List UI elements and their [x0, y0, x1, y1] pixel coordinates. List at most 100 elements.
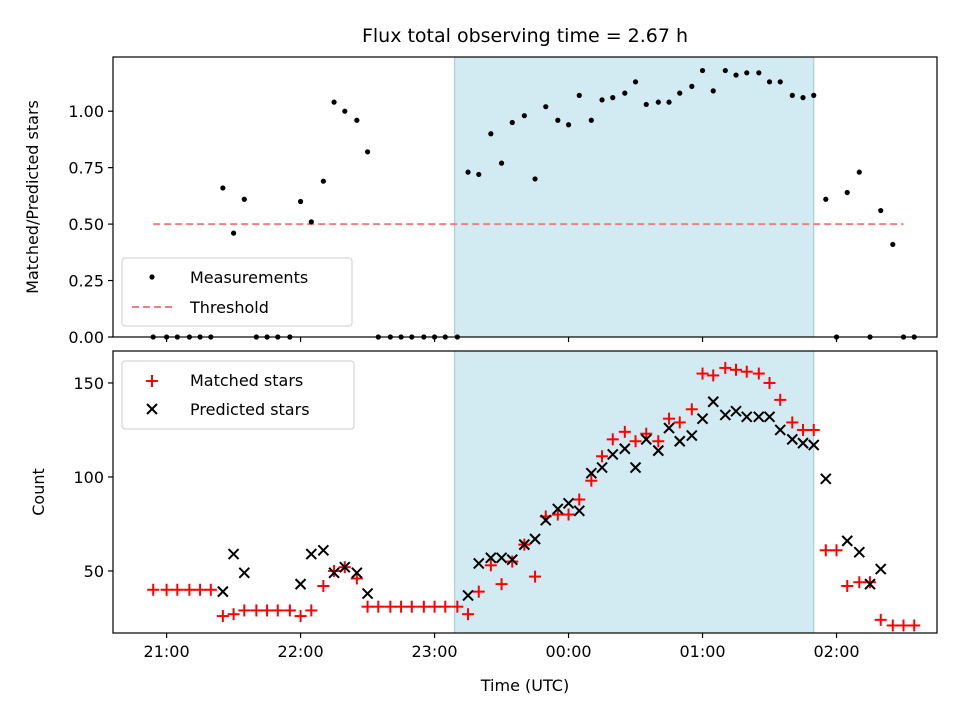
data-point — [361, 587, 374, 600]
data-point — [297, 198, 304, 205]
data-point — [204, 583, 217, 596]
data-point — [462, 589, 474, 602]
data-point — [465, 169, 471, 175]
data-point — [238, 604, 251, 617]
data-point — [473, 557, 485, 570]
data-point — [756, 70, 762, 76]
data-point — [588, 117, 594, 123]
y-tick-label: 100 — [73, 468, 104, 487]
data-point — [543, 104, 549, 110]
data-point — [666, 99, 672, 105]
x-tick-label: 23:00 — [412, 642, 458, 661]
data-point — [217, 585, 229, 598]
bottom-y-ticks: 50 100 150 — [73, 374, 113, 581]
data-point — [495, 552, 508, 564]
data-point — [797, 437, 809, 449]
data-point — [283, 604, 296, 617]
top-plot-frame — [112, 56, 938, 338]
bottom-legend: Matched stars Predicted stars — [121, 360, 355, 430]
data-point — [261, 604, 274, 617]
data-point — [686, 429, 698, 442]
x-tick-label: 01:00 — [679, 642, 725, 661]
data-point — [495, 578, 508, 591]
data-point — [565, 122, 572, 128]
y-tick-label: 50 — [84, 562, 104, 581]
data-point — [655, 99, 661, 105]
data-point — [485, 552, 497, 564]
data-point — [663, 422, 675, 434]
data-point — [618, 425, 631, 438]
data-point — [622, 90, 628, 96]
data-point — [384, 600, 397, 613]
series-predicted-stars — [217, 396, 887, 602]
bottom-legend-frame — [121, 360, 355, 430]
data-point — [576, 92, 582, 98]
y-tick-label: 150 — [73, 374, 104, 393]
data-point — [811, 92, 817, 98]
data-point — [294, 610, 307, 623]
data-point — [841, 535, 853, 547]
data-point — [498, 160, 505, 166]
series-matched-stars — [147, 361, 921, 632]
legend-measurements-marker — [149, 274, 155, 280]
data-point — [351, 567, 363, 579]
data-point — [405, 600, 418, 613]
data-point — [250, 604, 263, 617]
data-point — [897, 619, 910, 632]
data-point — [878, 207, 884, 214]
data-point — [719, 409, 732, 421]
data-point — [853, 576, 866, 589]
data-point — [361, 600, 374, 613]
data-point — [640, 427, 653, 440]
data-point — [640, 433, 652, 446]
data-point — [552, 503, 564, 515]
data-point — [160, 583, 173, 596]
data-point — [220, 185, 226, 191]
top-observing-window — [454, 56, 815, 338]
data-point — [317, 544, 330, 556]
y-tick-label: 0.00 — [68, 328, 104, 347]
data-point — [364, 149, 371, 155]
data-point — [305, 604, 318, 617]
top-legend-frame — [121, 257, 353, 327]
data-point — [339, 561, 351, 573]
data-point — [599, 97, 605, 103]
data-point — [488, 131, 494, 137]
legend-predicted-label: Predicted stars — [190, 400, 310, 419]
data-point — [147, 583, 160, 596]
data-point — [800, 95, 806, 101]
data-point — [350, 572, 363, 585]
data-point — [632, 79, 639, 85]
data-point — [766, 79, 773, 85]
data-point — [183, 583, 196, 596]
data-point — [506, 553, 518, 566]
x-tick-label: 02:00 — [813, 642, 859, 661]
data-point — [555, 117, 561, 123]
data-point — [428, 600, 441, 613]
data-point — [294, 578, 307, 590]
data-point — [317, 580, 330, 592]
legend-matched-label: Matched stars — [190, 371, 303, 390]
y-tick-label: 0.25 — [68, 272, 104, 291]
y-tick-label: 0.50 — [68, 215, 104, 234]
top-legend: Measurements Threshold — [121, 257, 353, 327]
data-point — [342, 108, 348, 114]
data-point — [774, 393, 787, 406]
data-point — [238, 567, 251, 579]
data-point — [596, 450, 609, 463]
data-point — [744, 70, 750, 76]
data-point — [331, 99, 337, 105]
data-point — [328, 567, 340, 579]
data-point — [227, 548, 240, 560]
data-point — [652, 435, 665, 448]
data-point — [585, 474, 598, 487]
data-point — [774, 424, 786, 436]
data-point — [230, 230, 237, 236]
data-point — [518, 538, 531, 551]
data-point — [529, 533, 541, 545]
data-point — [573, 493, 586, 506]
data-point — [730, 405, 742, 417]
legend-threshold-label: Threshold — [189, 298, 269, 317]
bottom-x-ticks: 21:00 22:00 23:00 00:00 01:00 02:00 — [144, 633, 860, 661]
